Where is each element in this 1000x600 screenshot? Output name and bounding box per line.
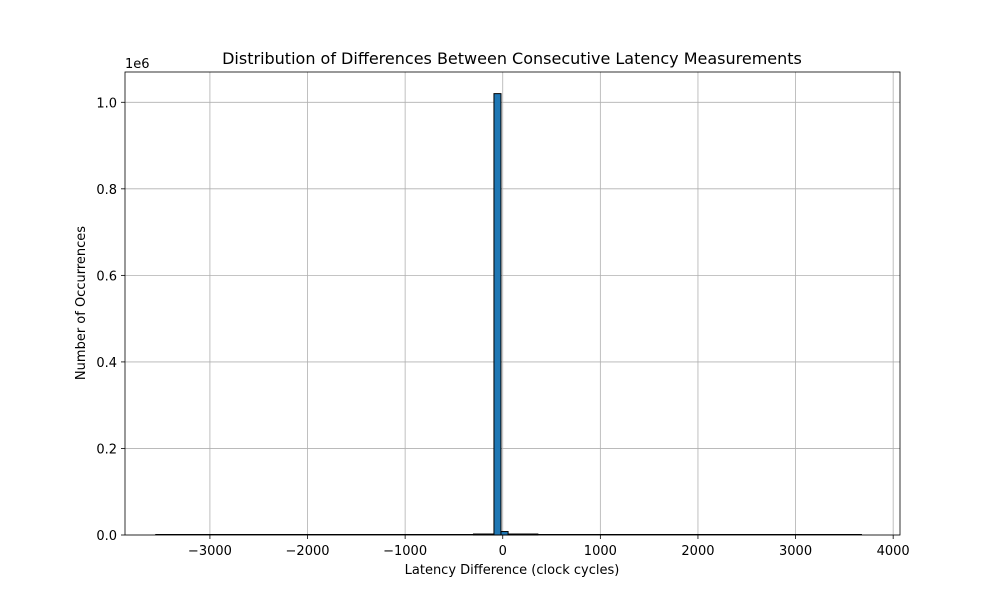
y-tick-label: 0.2 (96, 442, 117, 457)
y-tick-label: 0.8 (96, 183, 117, 198)
x-tick-label: 3000 (779, 544, 812, 559)
plot-frame (124, 71, 901, 536)
x-tick-label: −1000 (383, 544, 427, 559)
x-tick-label: 1000 (584, 544, 617, 559)
x-tick-label: 4000 (877, 544, 910, 559)
x-tick-label: 0 (499, 544, 507, 559)
y-axis-ticks: 0.0 0.2 0.4 0.6 0.8 1.0 (96, 96, 125, 544)
histogram-bar (500, 531, 509, 536)
y-tick-label: 1.0 (96, 96, 117, 111)
grid (125, 72, 900, 536)
chart-title: Distribution of Differences Between Cons… (222, 49, 802, 68)
y-tick-label: 0.6 (96, 269, 117, 284)
bars (472, 93, 539, 536)
y-tick-label: 0.0 (96, 529, 117, 544)
x-tick-label: 2000 (681, 544, 714, 559)
x-axis-label: Latency Difference (clock cycles) (405, 563, 620, 578)
x-tick-label: −3000 (188, 544, 232, 559)
y-tick-label: 0.4 (96, 356, 117, 371)
x-axis-ticks: −3000 −2000 −1000 0 1000 2000 3000 4000 (188, 535, 910, 559)
histogram-bar (493, 93, 502, 536)
y-axis-offset-label: 1e6 (125, 57, 150, 72)
x-tick-label: −2000 (286, 544, 330, 559)
y-axis-label: Number of Occurrences (74, 226, 89, 380)
